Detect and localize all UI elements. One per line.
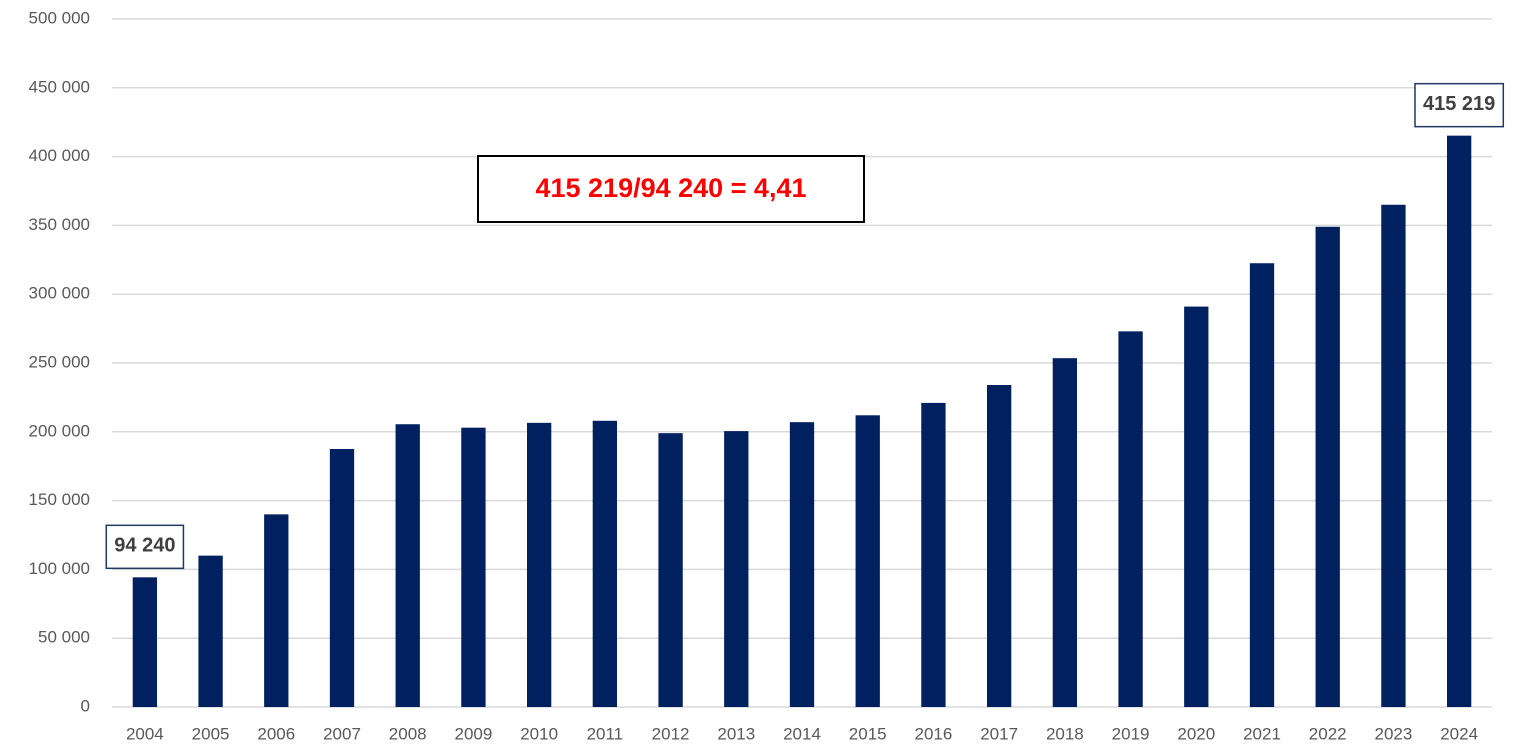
y-tick-label: 250 000 xyxy=(29,352,90,371)
x-tick-label: 2018 xyxy=(1046,724,1084,743)
bar xyxy=(395,424,420,707)
y-tick-label: 0 xyxy=(81,696,90,715)
bar xyxy=(329,449,355,707)
y-tick-label: 500 000 xyxy=(29,8,90,27)
bar xyxy=(526,422,552,707)
bar xyxy=(1446,135,1472,707)
x-tick-label: 2011 xyxy=(587,724,624,743)
y-tick-label: 400 000 xyxy=(29,146,90,165)
bar xyxy=(1249,263,1275,707)
bar xyxy=(1315,226,1340,707)
bar xyxy=(921,402,946,707)
bar xyxy=(592,420,618,707)
value-label: 94 240 xyxy=(114,535,175,557)
y-tick-label: 150 000 xyxy=(29,490,90,509)
bar xyxy=(1184,306,1209,707)
y-tick-label: 100 000 xyxy=(29,559,90,578)
bar xyxy=(264,514,289,707)
bar xyxy=(986,385,1012,707)
bar xyxy=(198,555,223,707)
x-tick-label: 2020 xyxy=(1177,724,1215,743)
bar xyxy=(1052,358,1078,707)
x-tick-label: 2010 xyxy=(520,724,558,743)
x-tick-label: 2005 xyxy=(192,724,230,743)
y-tick-label: 350 000 xyxy=(29,215,90,234)
annotation-box xyxy=(477,155,865,223)
bar xyxy=(1118,331,1143,707)
bar xyxy=(461,427,486,707)
x-tick-label: 2023 xyxy=(1375,724,1413,743)
bar xyxy=(132,577,158,707)
bar xyxy=(724,431,749,707)
x-tick-label: 2016 xyxy=(915,724,953,743)
x-tick-label: 2021 xyxy=(1243,724,1281,743)
x-tick-label: 2009 xyxy=(455,724,493,743)
x-tick-label: 2014 xyxy=(783,724,821,743)
x-tick-label: 2022 xyxy=(1309,724,1347,743)
x-tick-label: 2019 xyxy=(1112,724,1150,743)
y-tick-label: 50 000 xyxy=(38,628,90,647)
y-tick-label: 300 000 xyxy=(29,284,90,303)
x-tick-label: 2006 xyxy=(257,724,295,743)
bar xyxy=(855,415,880,707)
x-tick-label: 2007 xyxy=(323,724,361,743)
bar xyxy=(1381,204,1406,707)
x-tick-label: 2015 xyxy=(849,724,887,743)
bar xyxy=(789,422,815,707)
annotation: 415 219/94 240 = 4,41 xyxy=(535,173,806,203)
x-tick-label: 2012 xyxy=(652,724,690,743)
x-tick-label: 2008 xyxy=(389,724,427,743)
x-tick-label: 2004 xyxy=(126,724,164,743)
y-tick-label: 200 000 xyxy=(29,421,90,440)
value-label: 415 219 xyxy=(1423,93,1495,115)
bar xyxy=(658,433,683,707)
x-tick-label: 2017 xyxy=(980,724,1018,743)
x-tick-label: 2013 xyxy=(717,724,755,743)
x-tick-label: 2024 xyxy=(1440,724,1478,743)
value-label-box xyxy=(1414,82,1505,128)
value-label-box xyxy=(105,524,185,570)
y-tick-label: 450 000 xyxy=(29,77,90,96)
